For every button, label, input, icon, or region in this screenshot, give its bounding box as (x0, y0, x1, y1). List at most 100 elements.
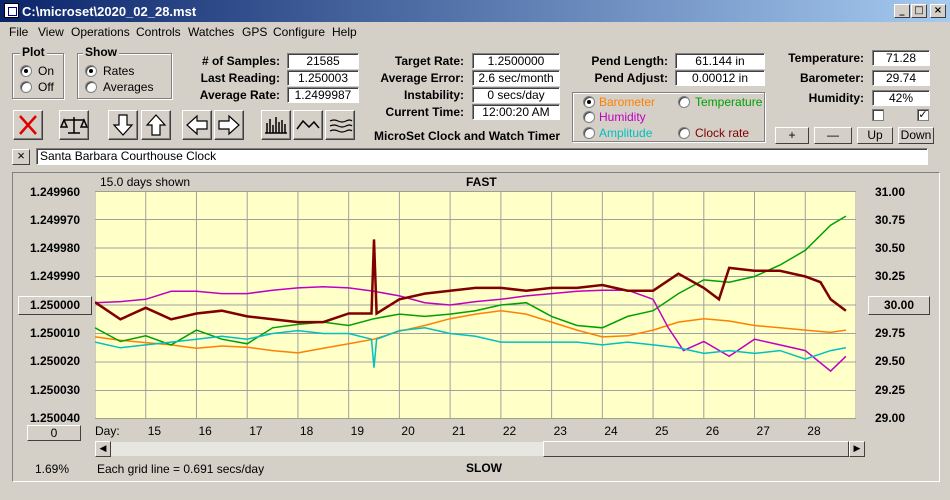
pend-length-value: 61.144 in (675, 53, 765, 69)
x-tick-label: 25 (655, 424, 669, 438)
samples-label: # of Samples: (201, 54, 280, 68)
scroll-thumb[interactable] (543, 441, 849, 457)
series-clock-rate (95, 239, 847, 324)
down-button[interactable]: Down (898, 127, 934, 144)
y-right-tick: 30.75 (875, 213, 906, 227)
app-icon[interactable] (4, 3, 19, 18)
fast-label: FAST (466, 175, 497, 189)
scroll-left-button[interactable]: ◀ (95, 441, 111, 457)
y-left-tick: 1.249980 (30, 241, 81, 255)
y-right-tick: 30.50 (875, 241, 906, 255)
lines-icon (329, 119, 353, 133)
down-arrow-button[interactable] (108, 110, 138, 140)
balance-button[interactable] (59, 110, 89, 140)
plot-on-label: On (38, 64, 55, 78)
app-name: MicroSet Clock and Watch Timer (374, 129, 561, 143)
barometer-value: 29.74 (872, 70, 930, 86)
menu-watches[interactable]: Watches (188, 25, 235, 39)
clock-name-input[interactable]: Santa Barbara Courthouse Clock (36, 148, 928, 165)
x-tick-label: 17 (249, 424, 263, 438)
pend-length-label: Pend Length: (591, 54, 668, 68)
slow-label: SLOW (466, 461, 502, 475)
y-right-tick: 29.25 (875, 383, 906, 397)
clear-clock-button[interactable]: × (12, 149, 30, 165)
x-tick-label: 20 (401, 424, 415, 438)
minimize-button[interactable]: _ (894, 4, 910, 18)
humidity-radio[interactable] (583, 111, 595, 123)
scroll-right-button[interactable]: ▶ (849, 441, 865, 457)
overlay-options-group (572, 92, 765, 142)
clock-rate-radio[interactable] (678, 127, 690, 139)
temperature-option-label: Temperature (695, 95, 763, 109)
left-checkbox[interactable] (872, 109, 884, 121)
y-right-tick: 29.00 (875, 411, 906, 425)
minus-button[interactable]: — (814, 127, 852, 144)
avg-rate-label: Average Rate: (199, 88, 280, 102)
instability-label: Instability: (403, 88, 464, 102)
up-arrow-button[interactable] (141, 110, 171, 140)
y-left-tick: 1.249960 (30, 185, 81, 199)
avg-error-label: Average Error: (380, 71, 464, 85)
series-barometer (95, 309, 847, 354)
menu-gps[interactable]: GPS (242, 25, 268, 39)
x-tick-label: 23 (553, 424, 567, 438)
close-button[interactable]: × (930, 4, 946, 18)
up-arrow-icon (145, 114, 167, 136)
menu-view[interactable]: View (38, 25, 64, 39)
samples-value: 21585 (287, 53, 359, 69)
bar-graph-button[interactable] (261, 110, 291, 140)
menu-configure[interactable]: Configure (273, 25, 326, 39)
plus-button[interactable]: + (775, 127, 809, 144)
show-rates-label: Rates (103, 64, 135, 78)
left-arrow-icon (186, 114, 208, 136)
menu-controls[interactable]: Controls (136, 25, 181, 39)
left-arrow-button[interactable] (182, 110, 212, 140)
avg-rate-value: 1.2499987 (287, 87, 359, 103)
plot-on-radio[interactable] (20, 65, 32, 77)
plot-off-label: Off (38, 80, 54, 94)
series-amplitude (95, 327, 847, 368)
footer-percent: 1.69% (35, 462, 70, 476)
barometer-radio[interactable] (583, 96, 595, 108)
humidity-label: Humidity: (808, 91, 864, 105)
x-tick-label: 16 (198, 424, 212, 438)
lines-button[interactable] (325, 110, 355, 140)
right-arrow-button[interactable] (214, 110, 244, 140)
maximize-button[interactable]: □ (911, 4, 927, 18)
offset-button[interactable]: 0 (27, 425, 81, 441)
x-tick-label: 18 (299, 424, 314, 438)
show-averages-radio[interactable] (85, 81, 97, 93)
menu-operations[interactable]: Operations (71, 25, 130, 39)
barometer-option-label: Barometer (599, 95, 656, 109)
x-icon (19, 115, 37, 135)
amplitude-radio[interactable] (583, 127, 595, 139)
last-reading-value: 1.250003 (287, 70, 359, 86)
y-left-tick: 1.249990 (30, 269, 81, 283)
menu-file[interactable]: File (9, 25, 29, 39)
wave-button[interactable] (293, 110, 323, 140)
y-right-tick: 30.25 (875, 269, 906, 283)
grid-note: Each grid line = 0.691 secs/day (97, 462, 265, 476)
up-button[interactable]: Up (857, 127, 893, 144)
reset-button[interactable] (13, 110, 43, 140)
show-group (77, 53, 172, 99)
plot-off-radio[interactable] (20, 81, 32, 93)
graph-panel (12, 172, 940, 482)
current-time-value: 12:00:20 AM (472, 104, 560, 120)
right-center-button[interactable]: 30.00 (868, 296, 930, 315)
temperature-radio[interactable] (678, 96, 690, 108)
target-rate-value: 1.2500000 (472, 53, 560, 69)
y-left-tick: 1.250040 (30, 411, 81, 425)
y-right-tick: 29.50 (875, 354, 906, 368)
right-checkbox[interactable]: ✓ (917, 109, 929, 121)
center-value-button[interactable]: 1.250000 (18, 296, 92, 315)
menu-help[interactable]: Help (332, 25, 357, 39)
days-shown: 15.0 days shown (100, 175, 191, 189)
amplitude-option-label: Amplitude (599, 126, 653, 140)
wave-icon (296, 119, 320, 130)
title-bar (0, 0, 950, 22)
x-tick-label: 19 (350, 424, 365, 438)
y-right-tick: 29.75 (875, 326, 906, 340)
y-left-tick: 1.250010 (30, 326, 81, 340)
show-rates-radio[interactable] (85, 65, 97, 77)
